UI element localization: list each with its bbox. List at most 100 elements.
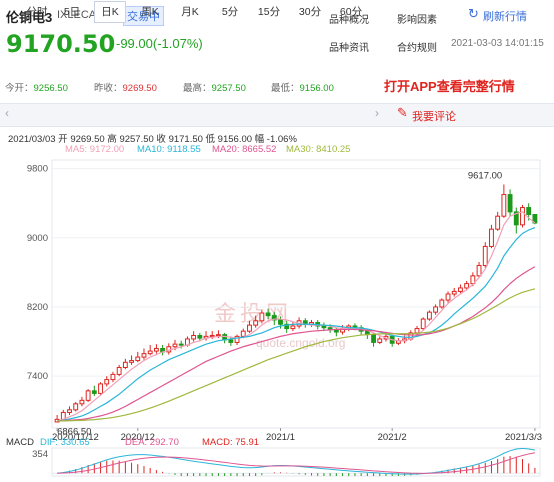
candle-body <box>532 214 538 224</box>
candle-body <box>513 211 519 226</box>
period-tab-bar <box>0 103 554 127</box>
legend-ma10: MA10: 9118.55 <box>137 144 201 155</box>
candle-body <box>458 287 463 292</box>
x-tick-label: 2021/3/3 <box>505 432 542 443</box>
refresh-button[interactable]: 刷新行情 <box>483 11 527 23</box>
watermark-logo: 金投网 <box>214 301 293 326</box>
legend-ma20: MA20: 8665.52 <box>212 144 277 155</box>
candle-body <box>271 315 277 321</box>
trading-status-badge: 交易中 <box>123 6 164 26</box>
tab-60min[interactable]: 60分 <box>339 6 363 18</box>
macd-panel: 354 <box>32 447 541 477</box>
candle-body <box>110 373 116 381</box>
candle-body <box>451 290 457 295</box>
x-tick-label: 2021/1 <box>266 432 295 443</box>
open-app-link[interactable]: 打开APP查看完整行情 <box>384 79 515 94</box>
refresh-icon[interactable]: ↻ <box>468 6 479 21</box>
y-tick-label: 7400 <box>27 371 48 382</box>
legend-ma30: MA30: 8410.25 <box>286 144 351 155</box>
tab-daily-k[interactable]: 日K <box>94 1 126 23</box>
candle-body <box>240 330 246 337</box>
y-tick-label: 9800 <box>27 164 48 175</box>
tab-weekly-k[interactable]: 周K <box>141 6 159 18</box>
candle-body <box>135 356 141 362</box>
candle-body <box>153 347 159 352</box>
link-news[interactable]: 品种资讯 <box>329 43 369 54</box>
tab-15min[interactable]: 15分 <box>257 6 281 18</box>
candle-body <box>216 334 221 337</box>
candle-body <box>439 299 445 308</box>
watermark-url: quote.cngold.org <box>256 336 346 350</box>
candle-body <box>209 334 215 337</box>
candle-body <box>91 390 97 394</box>
chevron-left-icon[interactable]: ‹ <box>5 106 9 120</box>
tab-intraday[interactable]: 分时 <box>26 6 48 18</box>
ma5-line <box>56 211 536 422</box>
candle-body <box>476 264 482 277</box>
candle-body <box>489 228 494 247</box>
instrument-name: 伦铜电3 <box>6 10 53 25</box>
x-tick-label: 2021/2 <box>378 432 407 443</box>
candle-body <box>197 334 203 339</box>
edit-icon[interactable]: ✎ <box>397 105 408 120</box>
tab-30min[interactable]: 30分 <box>298 6 322 18</box>
y-tick-label: 9000 <box>27 233 48 244</box>
macd-hist-label: MACD: 75.91 <box>202 437 260 448</box>
candle-body <box>191 334 197 340</box>
link-factors[interactable]: 影响因素 <box>397 15 437 26</box>
candle-body <box>228 339 234 343</box>
candle-body <box>433 306 439 313</box>
link-overview[interactable]: 品种概况 <box>329 15 369 26</box>
candle-body <box>265 312 271 317</box>
candle-body <box>284 323 290 330</box>
annotation-label: 9617.00 <box>468 170 502 181</box>
candle-body <box>67 409 72 413</box>
candle-body <box>507 194 513 213</box>
y-axis-labels: 9800 9000 8200 7400 <box>27 164 48 382</box>
candle-body <box>98 383 103 394</box>
candle-body <box>234 335 240 343</box>
macd-dea-label: DEA: 292.70 <box>125 437 179 448</box>
tab-5min[interactable]: 5分 <box>221 6 239 18</box>
price-change: -99.00(-1.07%) <box>116 36 203 51</box>
candle-body <box>520 207 525 226</box>
candle-body <box>247 324 252 332</box>
x-tick-label: 2020/12 <box>121 432 155 443</box>
candle-body <box>116 366 122 375</box>
candle-body <box>464 283 470 289</box>
tab-monthly-k[interactable]: 月K <box>181 6 199 18</box>
last-price: 9170.50 <box>6 30 116 58</box>
candle-body <box>482 245 488 266</box>
link-rules[interactable]: 合约规则 <box>397 43 437 54</box>
legend-ma5: MA5: 9172.00 <box>65 144 125 155</box>
tab-5day[interactable]: 5日 <box>63 6 81 18</box>
chart-grid <box>51 159 541 429</box>
comment-button[interactable]: 我要评论 <box>412 111 456 123</box>
ma20-line <box>57 266 536 422</box>
ohlc-readout: 2021/03/03 开 9269.50 高 9257.50 收 9171.50… <box>8 134 297 145</box>
candle-body <box>104 379 110 385</box>
candle-body <box>377 338 383 343</box>
ma-lines <box>56 211 536 422</box>
x-tick-label: 2020/11/12 <box>52 432 99 443</box>
candles <box>54 184 538 423</box>
candle-body <box>290 325 296 330</box>
candle-body <box>259 312 265 322</box>
candle-body <box>178 343 184 346</box>
ma30-line <box>57 288 536 422</box>
candle-body <box>172 343 178 348</box>
chevron-right-icon[interactable]: › <box>375 106 379 120</box>
candle-body <box>420 318 426 330</box>
candle-body <box>253 320 259 326</box>
quote-open: 今开：9256.50 <box>5 83 68 94</box>
candle-body <box>495 215 501 230</box>
x-axis-labels: 2020/11/12 2020/12 2021/1 2021/2 2021/3/3 <box>52 428 542 443</box>
macd-tick-label: 354 <box>32 449 48 460</box>
macd-dea-line <box>57 452 535 474</box>
annotation-label: 6866.50 <box>57 426 91 437</box>
candle-body <box>79 399 85 405</box>
y-tick-label: 8200 <box>27 302 48 313</box>
candle-body <box>141 353 147 358</box>
quote-prev-close: 昨收：9269.50 <box>94 83 157 94</box>
